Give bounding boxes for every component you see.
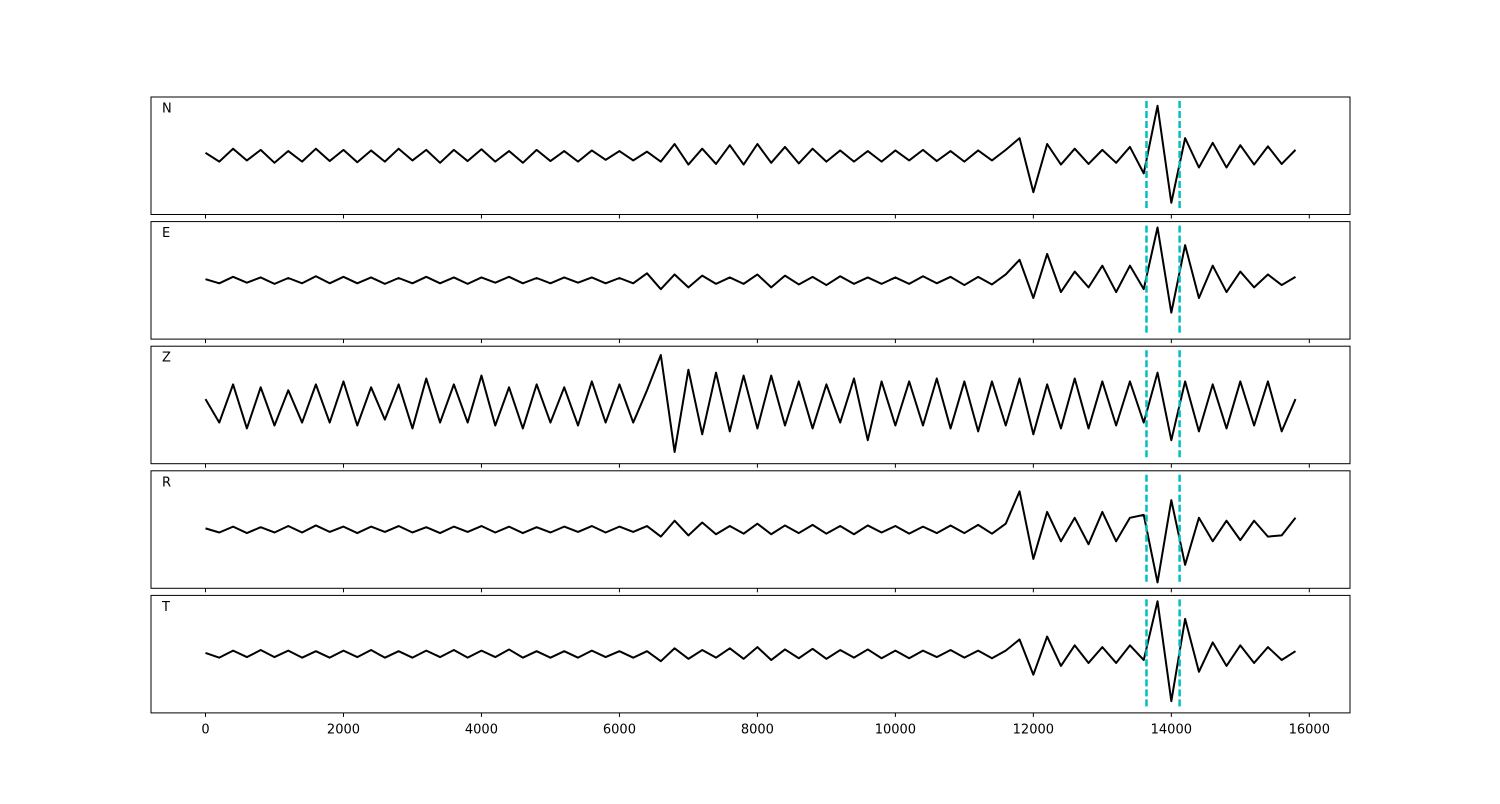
panel-frame bbox=[150, 470, 1351, 589]
panel-label: Z bbox=[162, 351, 171, 366]
x-tick-label: 6000 bbox=[603, 722, 636, 737]
x-tick-label: 10000 bbox=[875, 722, 916, 737]
trace bbox=[205, 600, 1297, 703]
x-tick-label: 0 bbox=[201, 722, 209, 737]
x-tick-label: 8000 bbox=[741, 722, 774, 737]
panel-label: E bbox=[162, 226, 170, 241]
x-tick-label: 12000 bbox=[1013, 722, 1054, 737]
panel-frame bbox=[150, 345, 1351, 465]
panel-frame bbox=[150, 221, 1351, 340]
x-tick-label: 4000 bbox=[465, 722, 498, 737]
trace bbox=[205, 490, 1297, 584]
panel-label: R bbox=[162, 475, 171, 490]
x-tick-label: 2000 bbox=[327, 722, 360, 737]
trace bbox=[205, 226, 1297, 314]
trace bbox=[204, 354, 1297, 453]
panel-label: N bbox=[162, 102, 172, 117]
panel-frame bbox=[150, 594, 1351, 714]
trace bbox=[204, 104, 1297, 204]
x-tick-label: 16000 bbox=[1289, 722, 1330, 737]
panel-label: T bbox=[161, 600, 170, 615]
panel-frame bbox=[150, 96, 1351, 215]
x-tick-label: 14000 bbox=[1151, 722, 1192, 737]
